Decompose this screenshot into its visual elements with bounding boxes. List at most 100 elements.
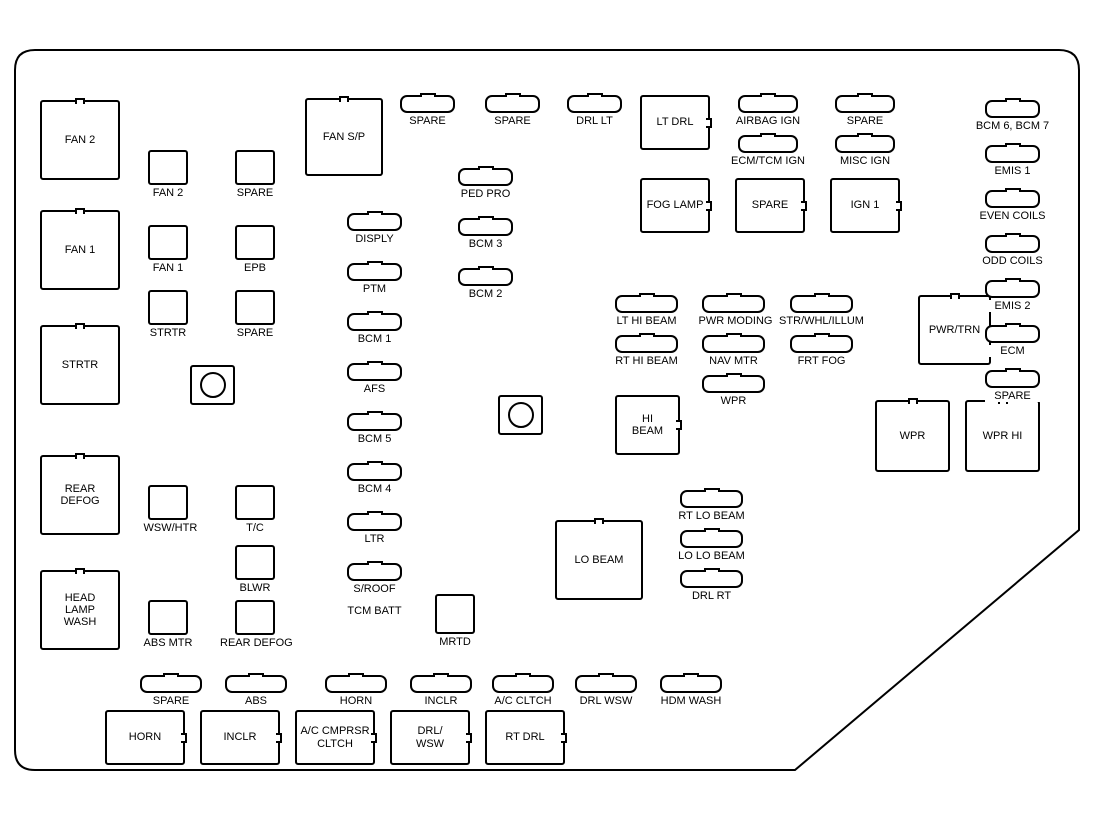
tab-icon xyxy=(367,561,383,565)
tab-icon xyxy=(1005,278,1021,282)
fuse-bm-spare xyxy=(140,675,202,693)
fuse-m-spare-a xyxy=(400,95,455,113)
fuse-label: AIRBAG IGN xyxy=(733,115,803,127)
fuse-m-sroof xyxy=(347,563,402,581)
tab-icon xyxy=(181,733,187,743)
fuse-label: RT HI BEAM xyxy=(612,355,682,367)
fuse-bm-hdm xyxy=(660,675,722,693)
fuse-m-lolo xyxy=(680,530,743,548)
tab-icon xyxy=(587,93,603,97)
fuse-label: REAR DEFOG xyxy=(220,637,290,649)
fuse-m-rtlo xyxy=(680,490,743,508)
fuse-label: HORN xyxy=(325,695,387,707)
tab-icon xyxy=(760,93,776,97)
fuse-label: NAV MTR xyxy=(702,355,765,367)
fuse-r-wpr: WPR xyxy=(875,400,950,472)
fuse-label: DRL/WSW xyxy=(416,725,444,749)
fuse-m-bcm3 xyxy=(458,218,513,236)
fuse-label: INCLR xyxy=(410,695,472,707)
fuse-label: A/C CMPRSRCLTCH xyxy=(300,725,369,749)
tab-icon xyxy=(814,333,830,337)
fuse-label: BCM 5 xyxy=(347,433,402,445)
fuse-label: ABS MTR xyxy=(144,637,193,649)
fuse-r-wprhi: WPR HI xyxy=(965,400,1040,472)
fuse-label: HORN xyxy=(129,731,161,743)
tab-icon xyxy=(367,311,383,315)
fuse-label: SPARE xyxy=(835,115,895,127)
fuse-m-spare-c xyxy=(835,95,895,113)
fuse-m-ltr xyxy=(347,513,402,531)
fuse-m-navmtr xyxy=(702,335,765,353)
tab-icon xyxy=(594,518,604,524)
tab-icon xyxy=(1005,98,1021,102)
tab-icon xyxy=(726,373,742,377)
tab-icon xyxy=(801,201,807,211)
tab-icon xyxy=(505,93,521,97)
fuse-label: DRL LT xyxy=(567,115,622,127)
tab-icon xyxy=(639,333,655,337)
tab-icon xyxy=(433,673,449,677)
fuse-fan2: FAN 2 xyxy=(40,100,120,180)
fuse-label: STR/WHL/ILLUM xyxy=(776,315,867,327)
fuse-label: BCM 3 xyxy=(458,238,513,250)
fuse-label: LT HI BEAM xyxy=(612,315,682,327)
fuse-m-disply xyxy=(347,213,402,231)
tab-icon xyxy=(1005,188,1021,192)
fuse-s-wsw xyxy=(148,485,188,520)
fuse-label: FOG LAMP xyxy=(647,199,704,211)
fuse-br-ac: A/C CMPRSRCLTCH xyxy=(295,710,375,765)
fuse-r-spare: SPARE xyxy=(735,178,805,233)
fuse-label: BCM 4 xyxy=(347,483,402,495)
fuse-label: FAN S/P xyxy=(323,131,365,143)
tab-icon xyxy=(276,733,282,743)
fuse-label: FAN 2 xyxy=(65,134,96,146)
fuse-m-strwhl xyxy=(790,295,853,313)
fuse-m-rthb xyxy=(615,335,678,353)
tab-icon xyxy=(348,673,364,677)
fuse-label: PWR/TRN xyxy=(929,324,980,336)
tab-icon xyxy=(704,528,720,532)
fuse-label: PTM xyxy=(347,283,402,295)
fuse-label: DISPLY xyxy=(347,233,402,245)
fuse-label: INCLR xyxy=(223,731,256,743)
fuse-label: EPB xyxy=(235,262,275,274)
fuse-fan1: FAN 1 xyxy=(40,210,120,290)
tab-icon xyxy=(857,133,873,137)
fuse-r-pwrtrn: PWR/TRN xyxy=(918,295,991,365)
fuse-br-rtdrl: RT DRL xyxy=(485,710,565,765)
fuse-label: FAN 1 xyxy=(148,262,188,274)
fuse-bm-inclr xyxy=(410,675,472,693)
fuse-m-ecmtcm xyxy=(738,135,798,153)
fuse-bm-ac xyxy=(492,675,554,693)
fuse-rear-defog: REARDEFOG xyxy=(40,455,120,535)
fuse-m-afs xyxy=(347,363,402,381)
fusebox-diagram: FAN 2FAN 1STRTRREARDEFOGHEADLAMPWASHFAN … xyxy=(0,0,1094,821)
fuse-label: SPARE xyxy=(235,327,275,339)
tab-icon xyxy=(950,293,960,299)
fuse-s-spare2 xyxy=(235,290,275,325)
fuse-s-tc xyxy=(235,485,275,520)
tab-icon xyxy=(466,733,472,743)
fuse-bm-drlwsw xyxy=(575,675,637,693)
tab-icon xyxy=(726,333,742,337)
fuse-label: REARDEFOG xyxy=(60,483,99,507)
fuse-r-ltdrl: LT DRL xyxy=(640,95,710,150)
tab-icon xyxy=(478,216,494,220)
fuse-label: FRT FOG xyxy=(790,355,853,367)
tab-icon xyxy=(163,673,179,677)
tab-icon xyxy=(706,118,712,128)
fuse-m-frtfog xyxy=(790,335,853,353)
fuse-label: PWR MODING xyxy=(699,315,769,327)
stud-circle-icon xyxy=(508,402,534,428)
fuse-m-ptm xyxy=(347,263,402,281)
fuse-label: LO LO BEAM xyxy=(677,550,747,562)
fuse-label: S/ROOF xyxy=(347,583,402,595)
fuse-br-drl: DRL/WSW xyxy=(390,710,470,765)
fuse-r-ign1: IGN 1 xyxy=(830,178,900,233)
fuse-label: BCM 2 xyxy=(458,288,513,300)
tab-icon xyxy=(339,96,349,102)
fuse-m-drl-lt xyxy=(567,95,622,113)
fuse-label: IGN 1 xyxy=(851,199,880,211)
fuse-s-epb xyxy=(235,225,275,260)
fuse-label: AFS xyxy=(347,383,402,395)
